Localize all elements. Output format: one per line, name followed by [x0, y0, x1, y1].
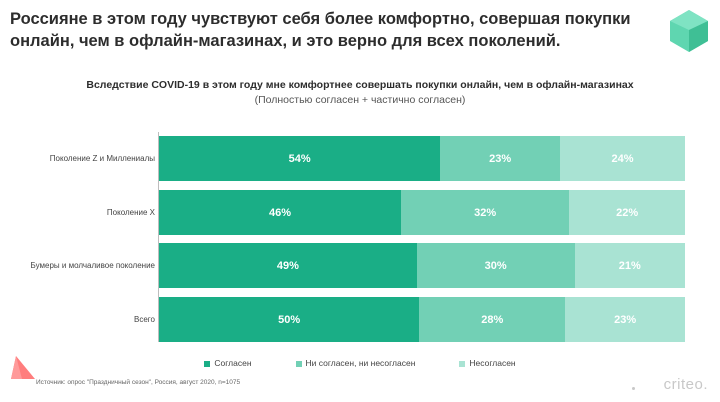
bar-segment: 28% — [419, 297, 566, 342]
bar-segment: 23% — [565, 297, 685, 342]
data-label: 49% — [276, 259, 299, 272]
data-label: 50% — [278, 313, 301, 326]
chart-title: Вследствие COVID-19 в этом году мне комф… — [86, 79, 634, 91]
data-label: 54% — [288, 152, 311, 165]
legend-swatch — [204, 360, 211, 367]
bar-segment: 54% — [159, 136, 441, 181]
data-label: 32% — [474, 206, 497, 219]
data-label: 23% — [614, 313, 637, 326]
bar-segment: 49% — [159, 243, 417, 288]
category-label: Бумеры и молчаливое поколение — [30, 261, 155, 270]
bar-row: Бумеры и молчаливое поколение 49% 30% 21% — [0, 243, 720, 288]
category-label: Всего — [134, 315, 155, 324]
source-note: Источник: опрос "Праздничный сезон", Рос… — [36, 379, 241, 386]
data-label: 24% — [611, 152, 634, 165]
data-label: 22% — [616, 206, 639, 219]
bar-segment: 32% — [400, 190, 570, 235]
chart-subtitle: (Полностью согласен + частично согласен) — [254, 94, 466, 106]
triangle-logo-icon — [11, 356, 35, 379]
data-label: 28% — [481, 313, 504, 326]
bar-row: Поколение X 46% 32% 22% — [0, 190, 720, 235]
bar-segment: 50% — [159, 297, 420, 342]
legend-label: Несогласен — [469, 358, 516, 368]
legend-item: Несогласен — [459, 358, 516, 368]
stacked-bar: 50% 28% 23% — [159, 297, 685, 342]
bar-segment: 46% — [159, 190, 401, 235]
data-label: 30% — [484, 259, 507, 272]
hexagon-logo-icon — [670, 10, 708, 52]
data-label: 21% — [618, 259, 641, 272]
legend-item: Ни согласен, ни несогласен — [295, 358, 416, 368]
legend-swatch — [295, 360, 302, 367]
bar-segment: 22% — [569, 190, 685, 235]
stacked-bar: 46% 32% 22% — [159, 190, 685, 235]
legend-swatch — [459, 360, 466, 367]
bar-row: Всего 50% 28% 23% — [0, 297, 720, 342]
legend-label: Согласен — [214, 358, 252, 368]
stacked-bar: 49% 30% 21% — [159, 243, 685, 288]
bar-row: Поколение Z и Миллениалы 54% 23% 24% — [0, 136, 720, 181]
legend: Согласен Ни согласен, ни несогласен Несогл… — [0, 358, 720, 368]
headline: Россияне в этом году чувствуют себя боле… — [10, 10, 631, 50]
data-label: 23% — [489, 152, 512, 165]
criteo-brand-logo: criteo. — [663, 376, 708, 393]
bar-segment: 24% — [560, 136, 685, 181]
bar-segment: 21% — [574, 243, 685, 288]
category-label: Поколение X — [106, 208, 155, 217]
pagination-dot — [632, 387, 635, 390]
legend-label: Ни согласен, ни несогласен — [305, 358, 416, 368]
category-axis-line — [158, 132, 159, 342]
category-label: Поколение Z и Миллениалы — [49, 154, 155, 163]
bar-segment: 30% — [416, 243, 575, 288]
bar-segment: 23% — [440, 136, 560, 181]
legend-item: Согласен — [204, 358, 252, 368]
data-label: 46% — [268, 206, 291, 219]
stacked-bar: 54% 23% 24% — [159, 136, 685, 181]
